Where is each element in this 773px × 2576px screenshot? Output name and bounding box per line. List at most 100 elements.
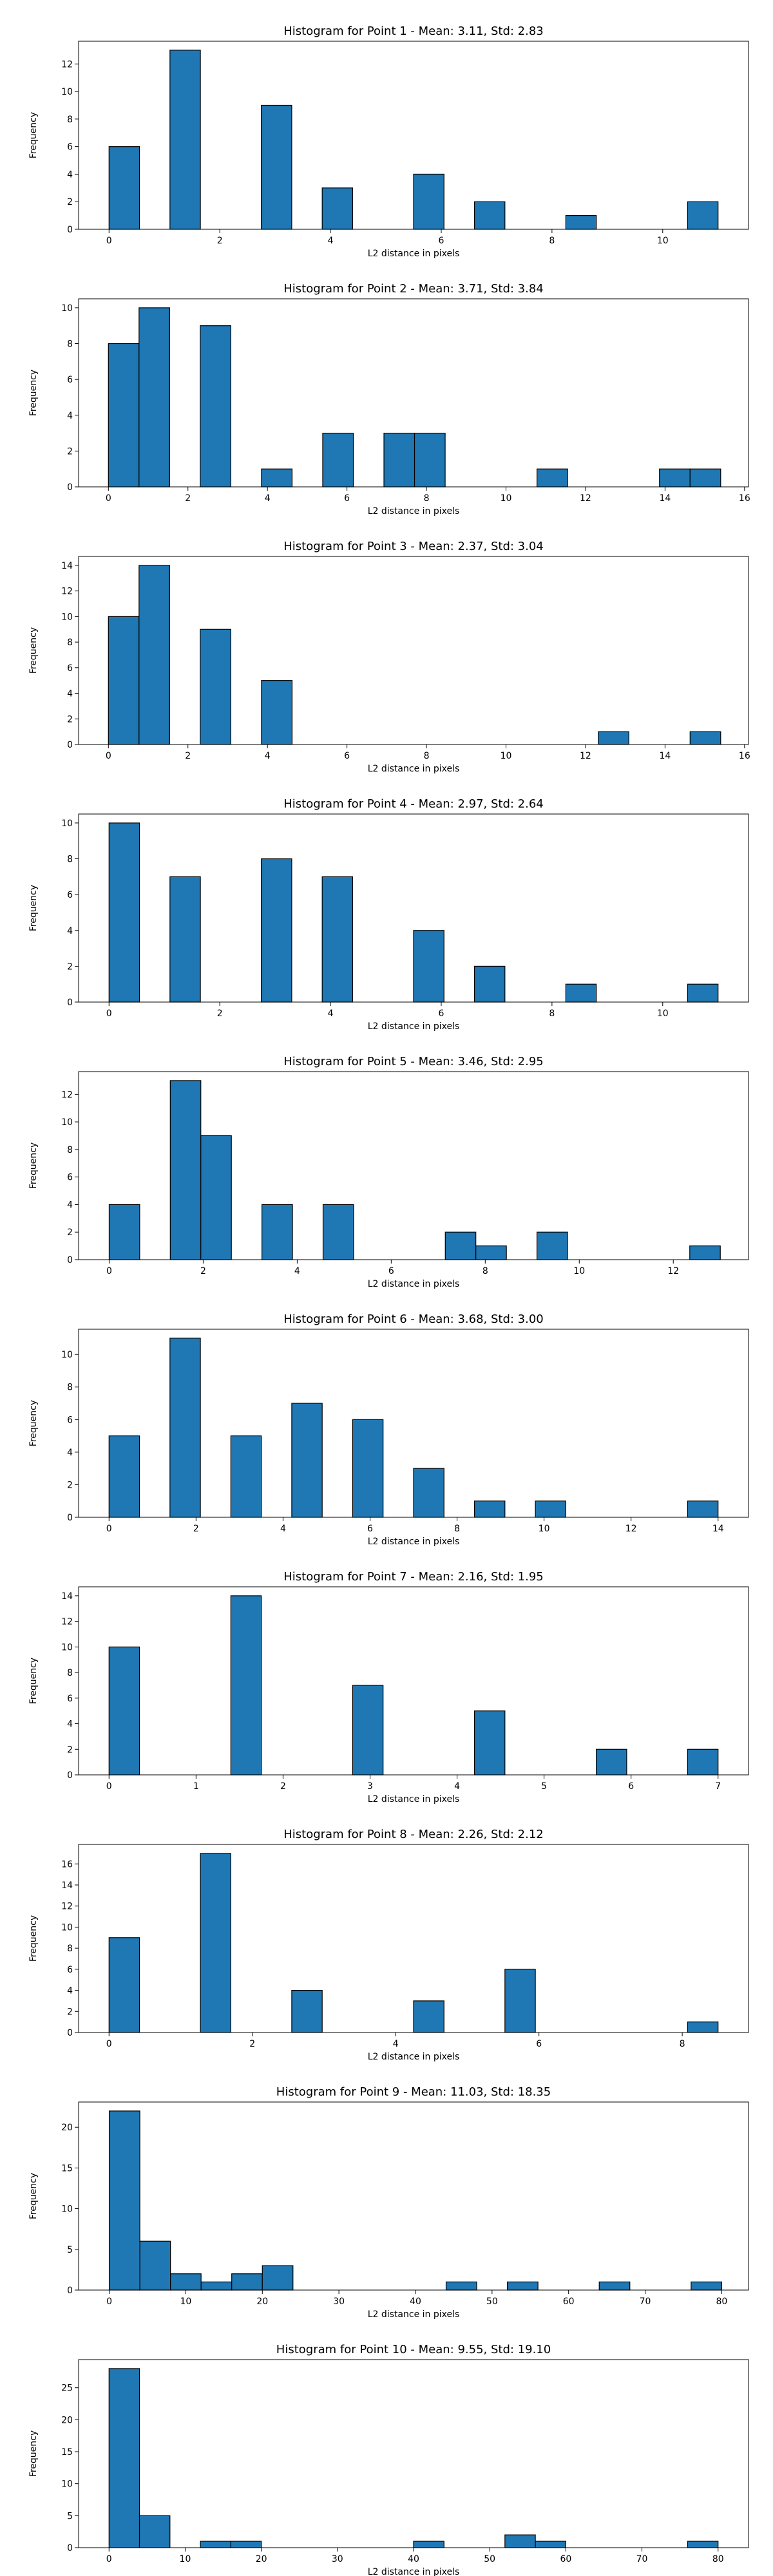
x-tick-label: 10 bbox=[657, 236, 669, 246]
plot-frame bbox=[78, 41, 749, 230]
x-tick-label: 8 bbox=[680, 2039, 685, 2049]
histogram-bar bbox=[413, 930, 444, 1003]
chart-title: Histogram for Point 1 - Mean: 3.11, Std:… bbox=[283, 24, 544, 38]
x-tick-label: 30 bbox=[332, 2554, 343, 2564]
histogram-bar bbox=[445, 2281, 477, 2291]
x-tick-label: 14 bbox=[659, 493, 671, 504]
histogram-panel-2: Histogram for Point 2 - Mean: 3.71, Std:… bbox=[28, 282, 750, 516]
histogram-bar bbox=[262, 1204, 293, 1260]
x-tick-label: 2 bbox=[185, 493, 191, 504]
x-tick-label: 5 bbox=[541, 1781, 547, 1792]
histogram-bar bbox=[261, 104, 292, 230]
histogram-panel-9: Histogram for Point 9 - Mean: 11.03, Std… bbox=[28, 2085, 749, 2320]
y-tick-label: 4 bbox=[67, 1986, 73, 1996]
x-tick-label: 6 bbox=[536, 2039, 542, 2049]
x-tick-label: 14 bbox=[712, 1524, 724, 1534]
histogram-bar bbox=[200, 2281, 233, 2291]
y-tick-label: 20 bbox=[61, 2415, 73, 2425]
histogram-bar bbox=[321, 187, 354, 230]
x-tick-label: 0 bbox=[106, 2297, 112, 2307]
x-tick-label: 0 bbox=[106, 2554, 112, 2564]
x-tick-label: 0 bbox=[106, 751, 111, 761]
x-tick-label: 6 bbox=[344, 493, 350, 504]
y-tick-label: 8 bbox=[67, 115, 73, 125]
histogram-panel-3: Histogram for Point 3 - Mean: 2.37, Std:… bbox=[28, 540, 750, 774]
x-axis-label: L2 distance in pixels bbox=[368, 506, 460, 516]
histogram-bar bbox=[230, 1595, 262, 1776]
x-tick-label: 10 bbox=[180, 2554, 191, 2564]
x-tick-label: 70 bbox=[640, 2297, 651, 2307]
histogram-bar bbox=[687, 2022, 719, 2033]
histogram-panel-5: Histogram for Point 5 - Mean: 3.46, Std:… bbox=[28, 1055, 749, 1289]
histogram-bar bbox=[414, 432, 446, 488]
y-tick-label: 0 bbox=[67, 998, 73, 1008]
chart-title: Histogram for Point 2 - Mean: 3.71, Std:… bbox=[283, 282, 544, 296]
x-tick-label: 50 bbox=[486, 2297, 498, 2307]
y-tick-label: 4 bbox=[67, 1200, 73, 1210]
x-tick-label: 10 bbox=[539, 1524, 550, 1534]
histogram-panel-6: Histogram for Point 6 - Mean: 3.68, Std:… bbox=[28, 1312, 749, 1547]
x-tick-label: 8 bbox=[454, 1524, 460, 1534]
x-tick-label: 0 bbox=[106, 1266, 112, 1276]
x-tick-label: 2 bbox=[185, 751, 191, 761]
histogram-bar bbox=[138, 565, 170, 745]
histogram-bar bbox=[687, 1501, 719, 1518]
x-tick-label: 50 bbox=[484, 2554, 495, 2564]
y-axis-label: Frequency bbox=[28, 2430, 39, 2477]
histogram-bar bbox=[383, 432, 415, 488]
y-tick-label: 8 bbox=[67, 1944, 73, 1954]
x-tick-label: 6 bbox=[439, 1009, 444, 1019]
histogram-bar bbox=[108, 343, 140, 488]
x-tick-label: 4 bbox=[393, 2039, 399, 2049]
x-axis-label: L2 distance in pixels bbox=[368, 2567, 460, 2576]
x-tick-label: 60 bbox=[560, 2554, 571, 2564]
histogram-bar bbox=[108, 822, 140, 1003]
histogram-bar bbox=[231, 2273, 263, 2291]
y-axis-label: Frequency bbox=[28, 627, 39, 674]
histogram-bar bbox=[108, 1435, 140, 1518]
y-tick-label: 0 bbox=[67, 225, 73, 235]
y-tick-label: 6 bbox=[67, 890, 73, 900]
y-tick-label: 10 bbox=[61, 819, 73, 829]
y-tick-label: 10 bbox=[61, 87, 73, 97]
histogram-bar bbox=[261, 680, 293, 745]
histogram-bar bbox=[413, 2541, 444, 2548]
histogram-bar bbox=[230, 2541, 262, 2548]
x-tick-label: 10 bbox=[573, 1266, 585, 1276]
histogram-bar bbox=[200, 629, 231, 745]
histogram-panel-4: Histogram for Point 4 - Mean: 2.97, Std:… bbox=[28, 797, 749, 1032]
x-tick-label: 0 bbox=[106, 1524, 112, 1534]
y-tick-label: 6 bbox=[67, 663, 73, 674]
histogram-bar bbox=[598, 731, 629, 745]
y-tick-label: 8 bbox=[67, 855, 73, 865]
y-tick-label: 8 bbox=[67, 1383, 73, 1393]
y-tick-label: 4 bbox=[67, 1448, 73, 1458]
histogram-bar bbox=[352, 1685, 384, 1776]
y-axis-label: Frequency bbox=[28, 2173, 39, 2219]
x-axis-label: L2 distance in pixels bbox=[368, 1794, 460, 1804]
y-axis-label: Frequency bbox=[28, 370, 39, 416]
x-tick-label: 4 bbox=[280, 1524, 286, 1534]
y-tick-label: 14 bbox=[61, 561, 73, 571]
histogram-bar bbox=[108, 2368, 140, 2548]
histogram-bar bbox=[596, 1748, 627, 1776]
x-tick-label: 30 bbox=[333, 2297, 345, 2307]
y-tick-label: 10 bbox=[61, 1922, 73, 1933]
chart-title: Histogram for Point 4 - Mean: 2.97, Std:… bbox=[283, 797, 544, 811]
histogram-bar bbox=[687, 1748, 719, 1776]
x-tick-label: 6 bbox=[439, 236, 444, 246]
x-tick-label: 40 bbox=[410, 2297, 421, 2307]
chart-title: Histogram for Point 7 - Mean: 2.16, Std:… bbox=[283, 1570, 544, 1584]
x-tick-label: 12 bbox=[667, 1266, 679, 1276]
histogram-bar bbox=[169, 876, 201, 1003]
histogram-bar bbox=[200, 1853, 231, 2033]
chart-title: Histogram for Point 10 - Mean: 9.55, Std… bbox=[276, 2343, 551, 2356]
x-tick-label: 2 bbox=[249, 2039, 255, 2049]
chart-title: Histogram for Point 6 - Mean: 3.68, Std:… bbox=[283, 1312, 544, 1326]
x-tick-label: 16 bbox=[739, 751, 750, 761]
x-tick-label: 8 bbox=[549, 236, 555, 246]
x-tick-label: 2 bbox=[217, 236, 223, 246]
y-tick-label: 5 bbox=[67, 2245, 73, 2255]
histogram-bar bbox=[598, 2281, 631, 2291]
histogram-bar bbox=[108, 616, 140, 745]
